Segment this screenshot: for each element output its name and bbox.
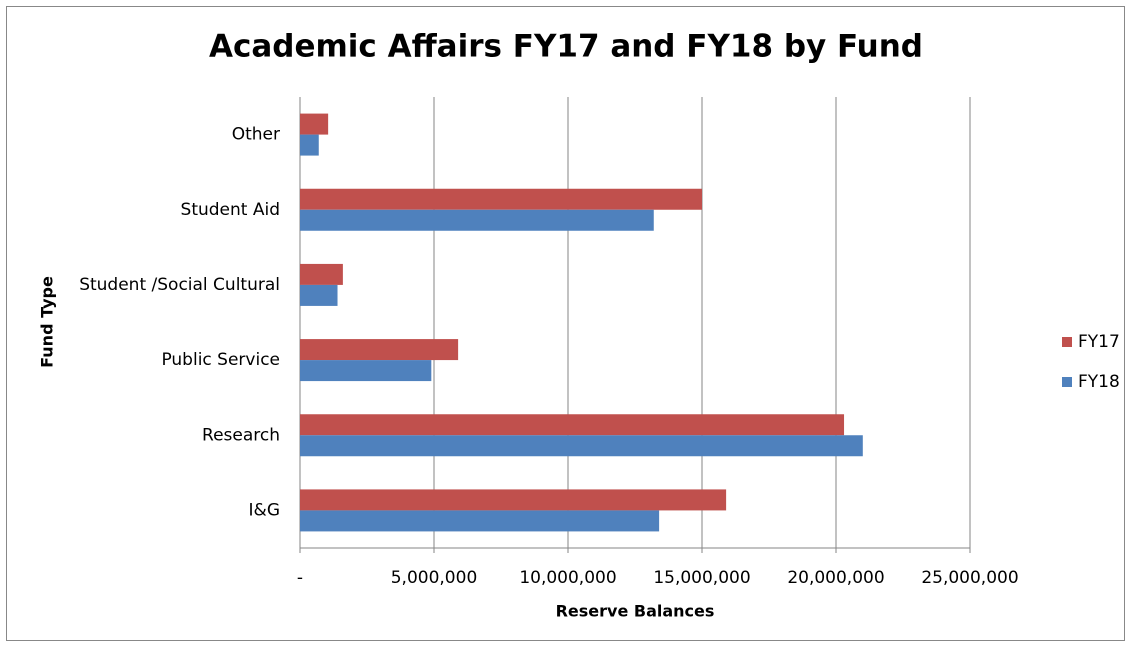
x-tick-label: 25,000,000	[921, 568, 1018, 588]
bar	[300, 209, 654, 231]
bar	[300, 339, 459, 361]
bar	[300, 263, 343, 285]
legend-swatch	[1062, 377, 1072, 387]
x-tick-label: 15,000,000	[653, 568, 750, 588]
y-tick-label: Student Aid	[181, 200, 280, 220]
bar	[300, 113, 329, 135]
bar	[300, 435, 863, 457]
y-tick-label: Public Service	[161, 350, 280, 370]
x-tick-label: -	[297, 568, 303, 588]
y-tick-label: Student /Social Cultural	[79, 275, 280, 295]
y-axis-title: Fund Type	[38, 276, 57, 368]
y-tick-label: I&G	[249, 500, 280, 520]
bar	[300, 510, 660, 532]
bar	[300, 188, 702, 210]
y-tick-label: Other	[232, 125, 280, 145]
legend-swatch	[1062, 337, 1072, 347]
bar	[300, 134, 319, 156]
bar	[300, 284, 338, 306]
bar	[300, 489, 727, 511]
x-tick-label: 5,000,000	[391, 568, 478, 588]
chart-title: Academic Affairs FY17 and FY18 by Fund	[209, 29, 923, 65]
bar	[300, 360, 432, 382]
bar	[300, 414, 845, 436]
x-tick-label: 10,000,000	[519, 568, 616, 588]
legend-label: FY18	[1078, 372, 1120, 392]
x-axis-title: Reserve Balances	[556, 602, 715, 621]
chart-border	[6, 6, 1125, 641]
y-tick-label: Research	[202, 425, 280, 445]
legend-label: FY17	[1078, 332, 1120, 352]
x-tick-label: 20,000,000	[787, 568, 884, 588]
